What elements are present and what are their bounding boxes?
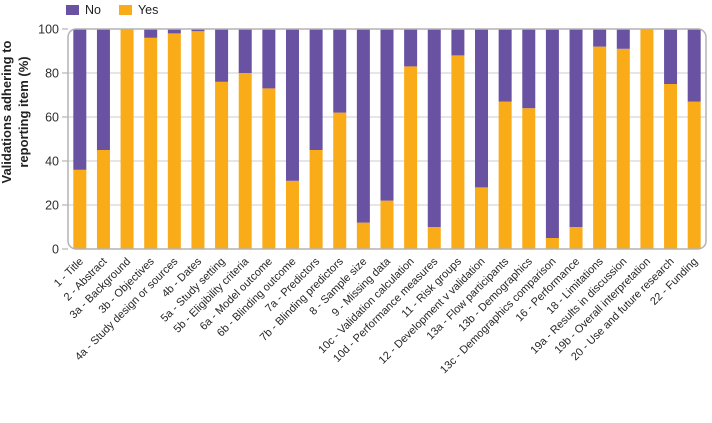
plot-frame (67, 28, 707, 250)
bar-segment-no (167, 29, 181, 34)
bar-segment-yes (569, 227, 583, 249)
bar-segment-yes (616, 48, 630, 249)
bar-segment-no (356, 29, 370, 223)
bar-segment-yes (380, 200, 394, 249)
legend-swatch-no (66, 5, 79, 15)
bar-segment-yes (427, 227, 441, 249)
bar-segment-yes (333, 112, 347, 249)
bar-segment-yes (404, 66, 418, 250)
legend-item-yes: Yes (118, 3, 159, 17)
bar-segment-yes (640, 29, 654, 249)
bar-segment-no (545, 29, 559, 238)
bar-segment-no (498, 29, 512, 102)
bar-segment-no (451, 29, 465, 56)
bar-segment-yes (285, 180, 299, 249)
bar-segment-yes (475, 187, 489, 249)
legend-label-no: No (85, 3, 101, 17)
bar-segment-yes (215, 81, 229, 249)
y-tick-label: 100 (38, 23, 59, 37)
bar-segment-no (380, 29, 394, 201)
bar-segment-no (285, 29, 299, 181)
bar-segment-no (191, 29, 205, 32)
bar-segment-no (475, 29, 489, 188)
bar-segment-yes (498, 101, 512, 249)
bar-segment-no (238, 29, 252, 73)
bar-segment-no (687, 29, 701, 102)
bar-segment-yes (309, 150, 323, 249)
bar-segment-yes (144, 37, 158, 249)
bar-segment-yes (73, 169, 87, 249)
bar-segment-no (333, 29, 347, 113)
bar-segment-no (427, 29, 441, 227)
bar-segment-yes (356, 222, 370, 249)
bar-segment-yes (522, 108, 536, 249)
bar-segment-no (616, 29, 630, 49)
bar-segment-yes (120, 29, 134, 249)
bar-segment-no (309, 29, 323, 150)
bar-segment-yes (238, 73, 252, 249)
bar-segment-no (96, 29, 110, 150)
bar-segment-no (144, 29, 158, 38)
y-tick-label: 40 (45, 155, 59, 169)
bar-segment-yes (191, 31, 205, 250)
bar-segment-yes (96, 150, 110, 249)
bar-segment-yes (167, 33, 181, 250)
bar-segment-no (664, 29, 678, 84)
y-tick-label: 80 (45, 67, 59, 81)
legend-label-yes: Yes (137, 3, 159, 17)
bar-segment-yes (545, 238, 559, 249)
bar-segment-yes (451, 55, 465, 250)
bar-segment-yes (664, 84, 678, 249)
y-tick-label: 20 (45, 199, 59, 213)
legend-swatch-yes (118, 5, 132, 15)
y-tick-label: 60 (45, 111, 59, 125)
bar-segment-no (569, 29, 583, 227)
bar-segment-no (404, 29, 418, 67)
chart-legend: No Yes (66, 3, 158, 17)
bar-segment-yes (593, 46, 607, 249)
bar-segment-no (262, 29, 276, 89)
bar-segment-no (522, 29, 536, 109)
bar-segment-yes (262, 88, 276, 250)
bar-segment-no (215, 29, 229, 82)
y-tick-label: 0 (52, 243, 59, 257)
bar-segment-no (73, 29, 87, 170)
bar-segment-yes (687, 101, 701, 249)
bar-segment-no (593, 29, 607, 47)
legend-item-no: No (66, 3, 101, 17)
